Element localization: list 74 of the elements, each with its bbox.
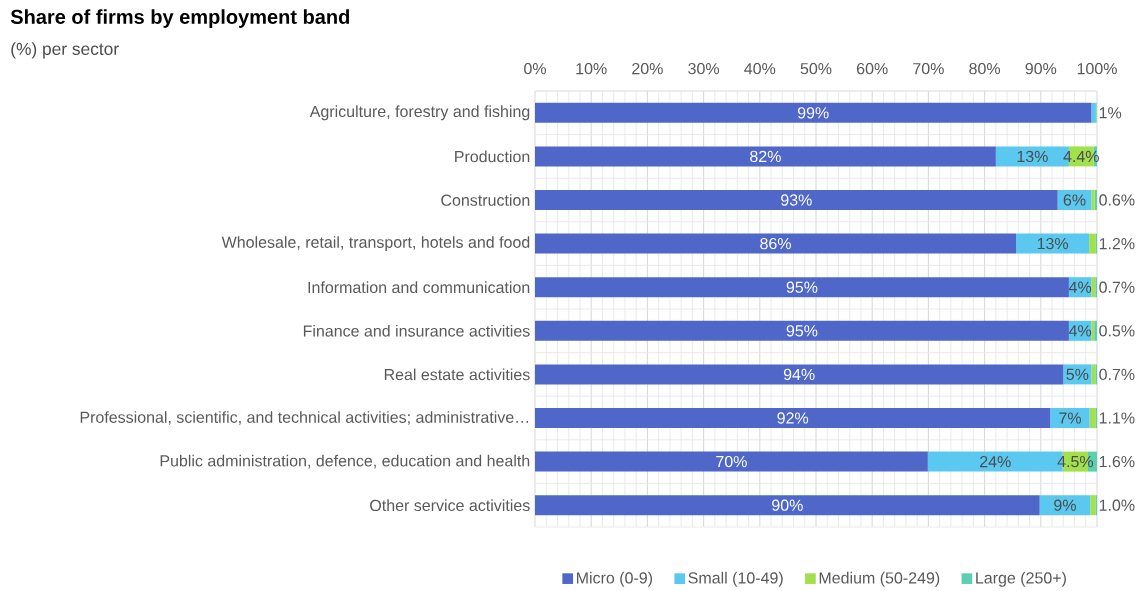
bar — [535, 102, 1092, 123]
x-tick-label: 20% — [632, 63, 663, 75]
data-label: 24% — [980, 456, 1011, 468]
data-label: 92% — [777, 412, 809, 424]
x-tick-label: 40% — [744, 63, 776, 75]
bar — [535, 146, 996, 167]
data-label: 1% — [1099, 107, 1122, 119]
y-tick-label: Wholesale, retail, transport, hotels and food — [221, 236, 530, 252]
data-label: 86% — [760, 238, 791, 250]
bar — [535, 277, 1069, 298]
y-tick-label: Public administration, defence, education and health — [160, 454, 530, 469]
data-label: 6% — [1063, 194, 1086, 206]
data-label: 90% — [772, 499, 803, 511]
bar — [1089, 233, 1096, 254]
y-tick-label: Real estate activities — [384, 368, 530, 381]
bar — [535, 320, 1069, 341]
x-tick-label: 10% — [576, 63, 607, 75]
x-tick-label: 50% — [800, 63, 832, 75]
legend-label: Medium (50-249) — [819, 571, 940, 587]
data-label: 0.5% — [1099, 325, 1135, 337]
y-tick-label: Professional, scientific, and technical activities; administrative… — [80, 411, 529, 425]
data-label: 1.0% — [1099, 499, 1135, 511]
data-label: 94% — [783, 368, 815, 381]
bar — [535, 364, 1064, 385]
data-label: 0.7% — [1099, 281, 1135, 293]
y-tick-label: Agriculture, forestry and fishing — [309, 105, 530, 121]
legend-label: Large (250+) — [976, 571, 1066, 587]
x-tick-label: 60% — [857, 63, 888, 75]
y-tick-label: Information and communication — [308, 281, 530, 294]
data-label: 82% — [750, 150, 781, 163]
y-tick-label: Construction — [441, 194, 530, 206]
bar — [1090, 495, 1096, 516]
data-label: 13% — [1037, 238, 1069, 250]
x-tick-label: 100% — [1077, 63, 1117, 75]
y-tick-label: Production — [455, 150, 530, 163]
bar — [1089, 408, 1096, 429]
bar — [1091, 277, 1096, 298]
data-label: 1.1% — [1099, 412, 1135, 424]
x-tick-label: 0% — [524, 63, 546, 75]
data-label: 95% — [786, 281, 818, 293]
legend-label: Small (10-49) — [688, 571, 783, 587]
y-tick-label: Finance and insurance activities — [303, 325, 530, 337]
y-tick-label: Other service activities — [370, 499, 530, 512]
bar — [1050, 408, 1090, 429]
data-label: 95% — [786, 325, 818, 337]
bar — [535, 190, 1058, 211]
bar — [535, 233, 1017, 254]
text: (%) per sector — [11, 42, 119, 59]
data-label: 0.6% — [1099, 194, 1135, 206]
x-tick-label: 70% — [913, 63, 944, 75]
data-label: 1.6% — [1099, 456, 1135, 468]
legend-label: Micro (0-9) — [577, 571, 653, 587]
data-label: 93% — [781, 194, 812, 206]
bar — [535, 451, 928, 472]
bar — [1091, 364, 1096, 385]
text: Share of firms by employment band — [10, 9, 349, 29]
data-label: 4% — [1068, 281, 1092, 293]
data-label: 1.2% — [1099, 238, 1135, 250]
data-label: 13% — [1017, 150, 1048, 163]
bar — [1016, 233, 1090, 254]
x-tick-label: 80% — [969, 63, 1001, 75]
bar — [1039, 495, 1091, 516]
bar — [1091, 102, 1096, 123]
data-label: 5% — [1066, 368, 1089, 381]
bar — [535, 495, 1040, 516]
bar — [535, 408, 1051, 429]
x-tick-label: 30% — [688, 63, 720, 75]
data-label: 0.7% — [1099, 368, 1135, 381]
data-label: 99% — [797, 107, 829, 119]
data-label: 4% — [1068, 325, 1092, 337]
x-tick-label: 90% — [1025, 63, 1057, 75]
data-label: 7% — [1059, 412, 1082, 424]
data-label: 70% — [716, 456, 747, 468]
data-label: 9% — [1054, 499, 1076, 511]
